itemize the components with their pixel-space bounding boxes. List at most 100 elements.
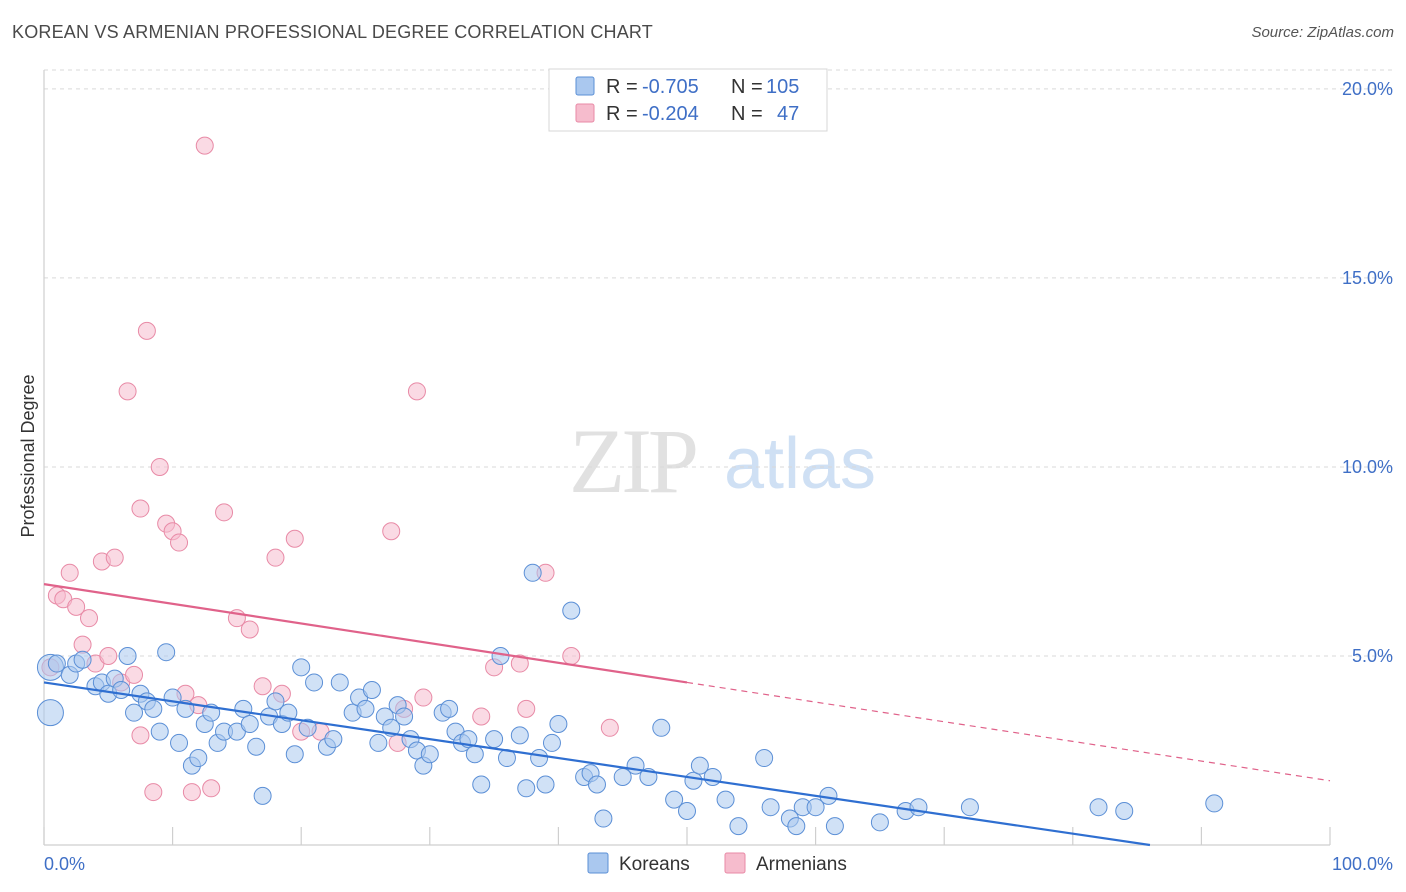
korean-point (395, 707, 414, 726)
chart-title: KOREAN VS ARMENIAN PROFESSIONAL DEGREE C… (12, 22, 653, 42)
korean-point (530, 749, 549, 768)
korean-point (305, 673, 324, 692)
armenian-point (137, 321, 156, 340)
armenian-point (195, 136, 214, 155)
armenian-point (240, 620, 259, 639)
trend-lines (43, 583, 1331, 847)
armenian-trend-line (43, 583, 688, 684)
korean-point (716, 790, 735, 809)
korean-point (369, 733, 388, 752)
korean-point (157, 643, 176, 662)
korean-point (324, 730, 343, 749)
korean-point (36, 699, 64, 727)
korean-point (189, 749, 208, 768)
armenian-series (41, 136, 619, 802)
korean-point (240, 715, 259, 734)
armenian-point (67, 597, 86, 616)
korean-point (703, 767, 722, 786)
y-tick-label: 10.0% (1342, 457, 1393, 477)
x-tick-label: 0.0% (44, 854, 85, 874)
korean-trend-line (43, 681, 1151, 847)
armenian-point (131, 499, 150, 518)
armenian-point (414, 688, 433, 707)
bottom-legend-armenian-label: Armenians (756, 854, 847, 875)
legend-armenian-r-value: -0.204 (642, 103, 699, 125)
source-credit: Source: ZipAtlas.com (1251, 24, 1394, 41)
korean-point (234, 699, 253, 718)
legend-armenian-swatch (575, 103, 595, 123)
armenian-point (118, 382, 137, 401)
watermark-atlas: atlas (724, 424, 876, 504)
armenian-point (253, 677, 272, 696)
armenian-point (285, 529, 304, 548)
armenian-point (382, 522, 401, 541)
x-tick-label: 100.0% (1332, 854, 1393, 874)
korean-point (465, 745, 484, 764)
watermark-zip: ZIP (569, 410, 696, 512)
legend-korean-r-label: R = (606, 76, 638, 98)
armenian-point (60, 563, 79, 582)
korean-point (1115, 801, 1134, 820)
korean-point (536, 775, 555, 794)
armenian-trend-extension (686, 681, 1331, 782)
korean-point (330, 673, 349, 692)
korean-point (562, 601, 581, 620)
korean-point (253, 786, 272, 805)
korean-point (1205, 794, 1224, 813)
bottom-legend-armenian-swatch (724, 852, 746, 874)
armenian-point (407, 382, 426, 401)
legend-korean-swatch (575, 76, 595, 96)
korean-point (587, 775, 606, 794)
korean-point (729, 817, 748, 836)
armenian-point (215, 503, 234, 522)
y-axis-title: Professional Degree (18, 374, 38, 537)
armenian-point (144, 783, 163, 802)
korean-point (491, 646, 510, 665)
korean-point (684, 771, 703, 790)
axes (43, 70, 1331, 846)
korean-point (523, 563, 542, 582)
y-tick-label: 20.0% (1342, 79, 1393, 99)
korean-point (542, 733, 561, 752)
armenian-point (150, 457, 169, 476)
armenian-point (99, 646, 118, 665)
korean-point (170, 733, 189, 752)
korean-point (247, 737, 266, 756)
korean-point (125, 703, 144, 722)
legend-korean-n-value: 105 (766, 76, 799, 98)
legend-armenian-r-label: R = (606, 103, 638, 125)
korean-point (517, 779, 536, 798)
armenian-point (170, 533, 189, 552)
legend-korean-n-label: N = (731, 76, 763, 98)
korean-point (755, 749, 774, 768)
grid-lines (44, 69, 1395, 657)
armenian-point (517, 699, 536, 718)
y-tick-label: 15.0% (1342, 268, 1393, 288)
korean-point (285, 745, 304, 764)
korean-point (440, 699, 459, 718)
korean-point (73, 650, 92, 669)
armenian-point (80, 609, 99, 628)
armenian-point (510, 654, 529, 673)
legend-armenian-n-value: 47 (777, 103, 799, 125)
korean-point (665, 790, 684, 809)
korean-point (761, 798, 780, 817)
korean-point (594, 809, 613, 828)
korean-point (485, 730, 504, 749)
korean-point (787, 817, 806, 836)
korean-point (112, 681, 131, 699)
armenian-point (105, 548, 124, 567)
korean-point (144, 699, 163, 718)
armenian-point (202, 779, 221, 798)
armenian-point (472, 707, 491, 726)
korean-point (825, 817, 844, 836)
bottom-legend-korean-label: Koreans (619, 854, 690, 875)
korean-point (806, 798, 825, 817)
tick-labels: 5.0% 10.0% 15.0% 20.0% 0.0% 100.0% (44, 79, 1393, 874)
bottom-legend: Koreans Armenians (587, 852, 847, 875)
armenian-point (562, 646, 581, 665)
korean-point (362, 681, 381, 699)
korean-point (420, 745, 439, 764)
korean-point (150, 722, 169, 741)
legend-korean-r-value: -0.705 (642, 76, 699, 98)
